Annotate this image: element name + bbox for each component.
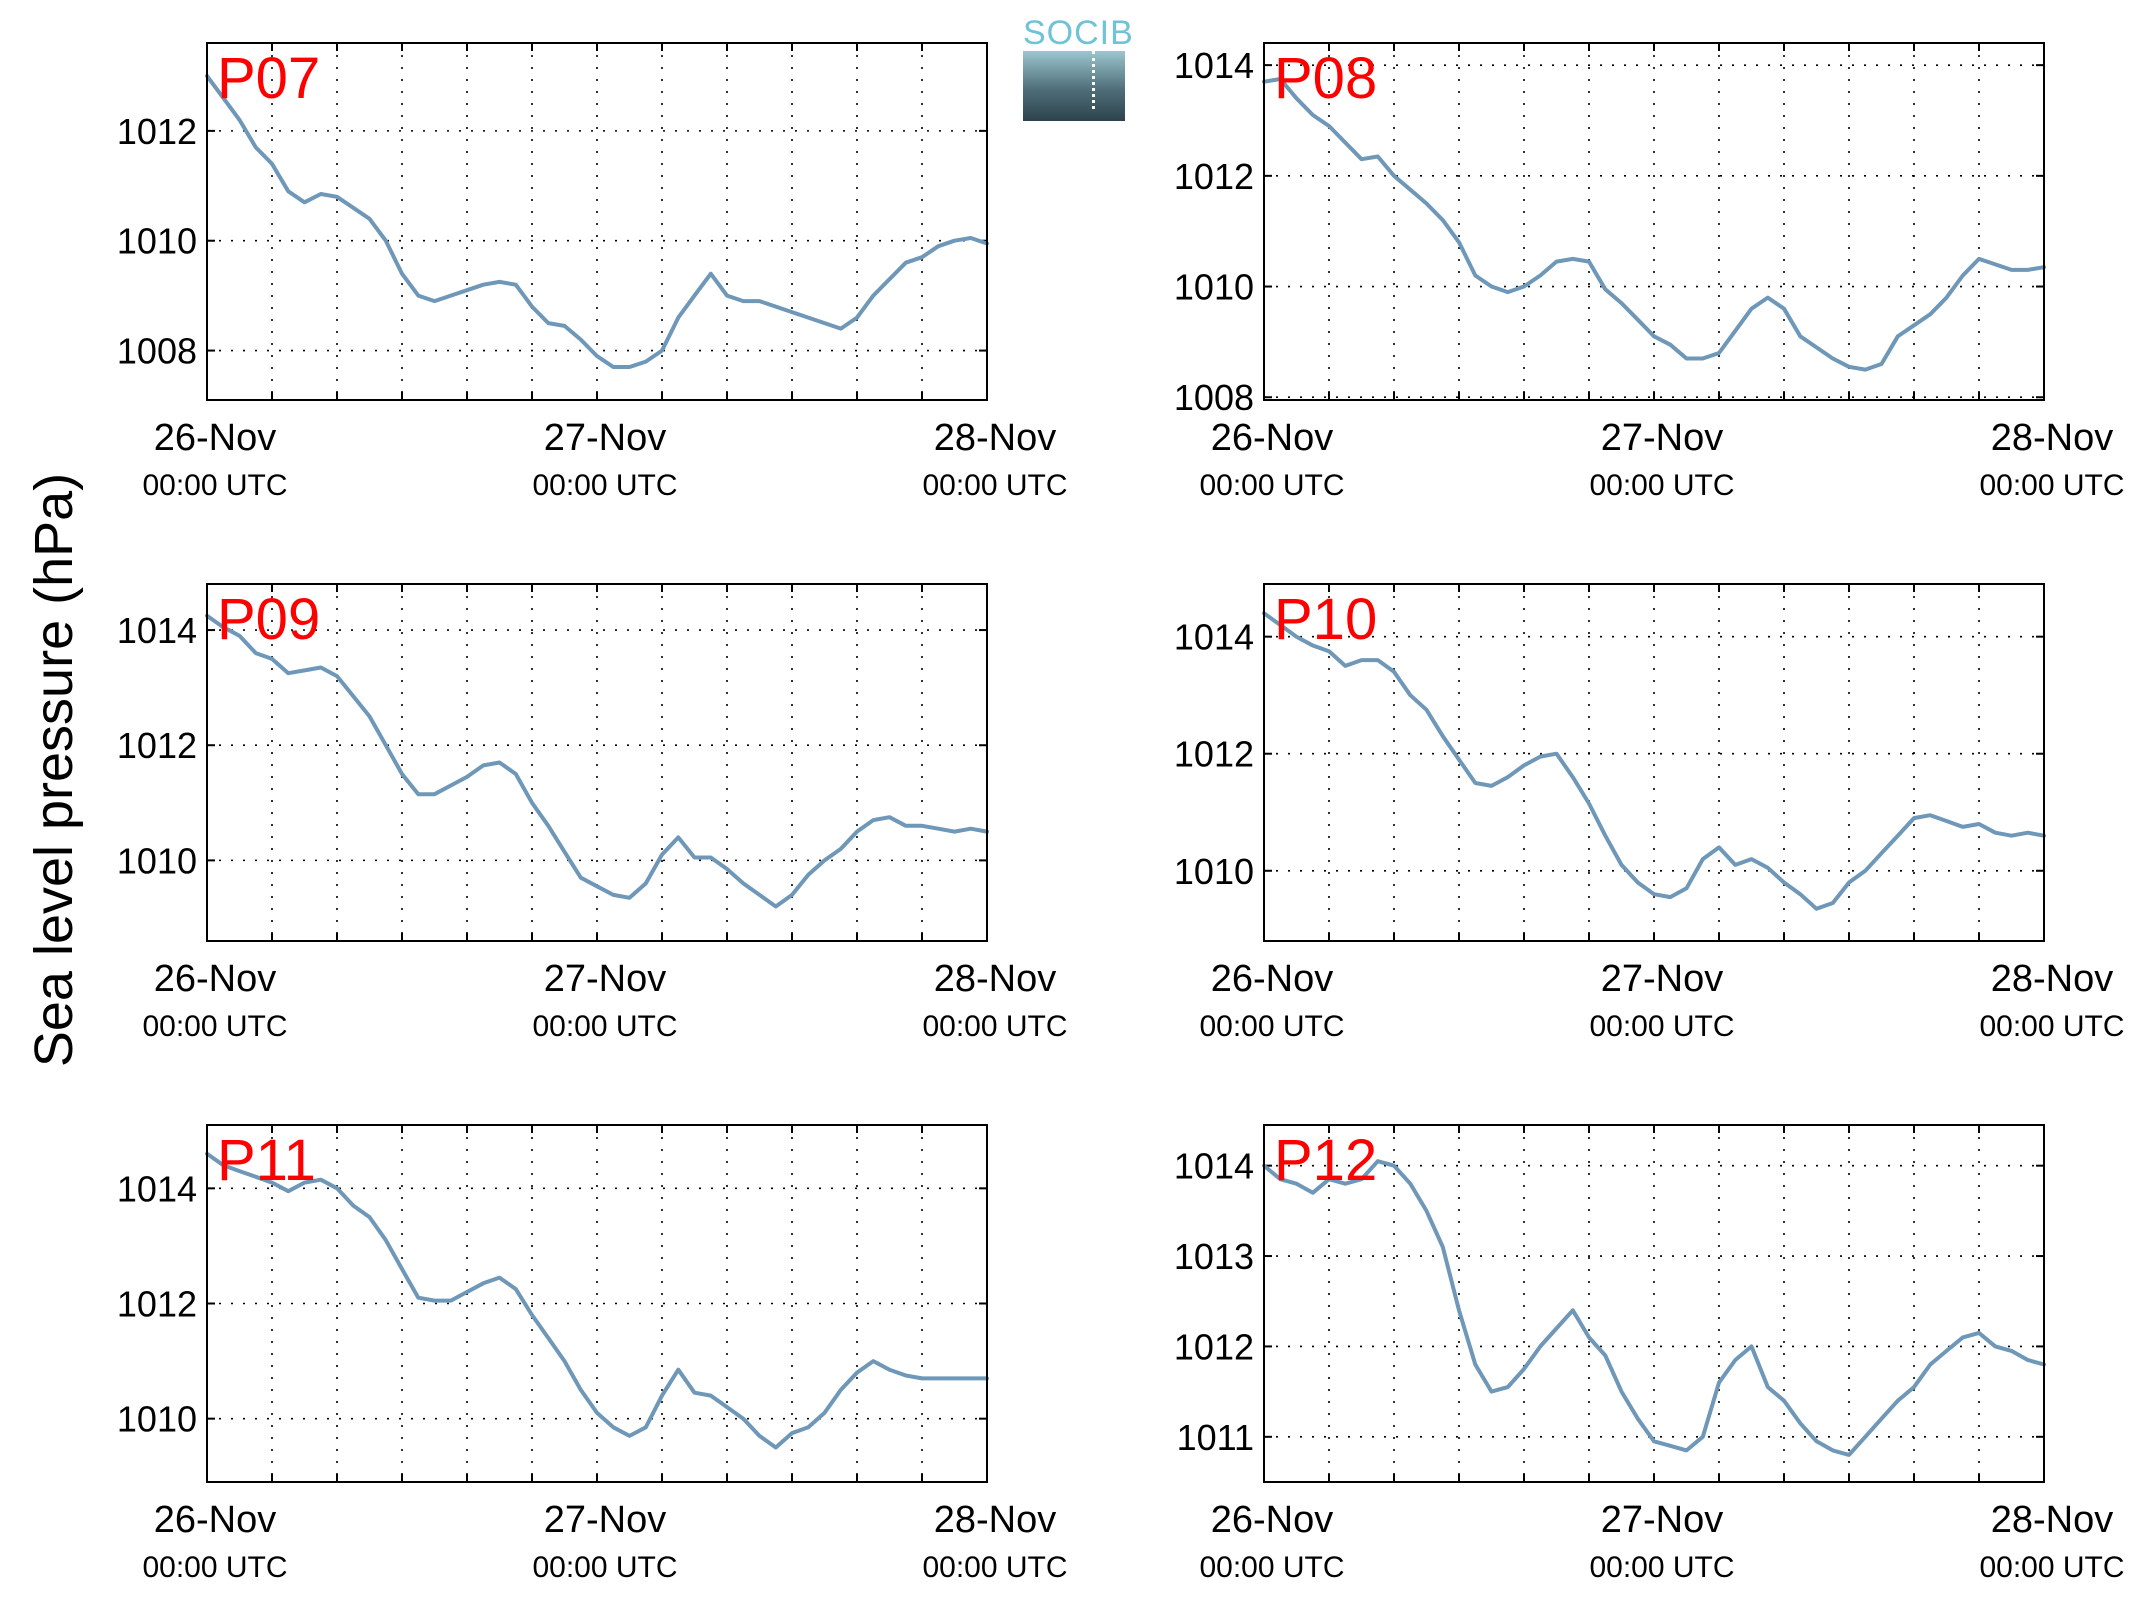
x-tick-label: 27-Nov [1601, 417, 1724, 459]
y-tick-label: 1008 [1174, 377, 1254, 418]
x-tick-sublabel: 00:00 UTC [922, 1551, 1067, 1584]
x-tick-sublabel: 00:00 UTC [532, 469, 677, 502]
station-label: P07 [217, 46, 320, 111]
x-tick-sublabel: 00:00 UTC [532, 1551, 677, 1584]
y-axis-label: Sea level pressure (hPa) [24, 473, 84, 1067]
x-tick-sublabel: 00:00 UTC [1979, 1010, 2124, 1043]
x-tick-label: 26-Nov [1211, 958, 1334, 1000]
x-tick-sublabel: 00:00 UTC [1199, 469, 1344, 502]
panel-p11: 1010 1012 1014 26-Nov 00:00 UTC 27-Nov 00:00 U… [117, 1124, 1068, 1584]
axes-frame [206, 583, 988, 942]
x-tick-label: 28-Nov [1991, 417, 2114, 459]
x-tick-sublabel: 00:00 UTC [532, 1010, 677, 1043]
panel-p09: 1010 1012 1014 26-Nov 00:00 UTC 27-Nov 00:00 U… [117, 583, 1068, 1043]
y-tick-label: 1010 [1174, 267, 1254, 308]
axes-frame [1263, 42, 2045, 401]
panel-p07: 1008 1010 1012 26-Nov 00:00 UTC 27-Nov 00:00 U… [117, 42, 1068, 502]
socib-logo-icon [1023, 51, 1125, 121]
y-tick-label: 1011 [1177, 1417, 1254, 1458]
station-label: P10 [1274, 587, 1377, 652]
socib-logo: SOCIB [1023, 14, 1134, 121]
y-tick-label: 1012 [117, 725, 197, 766]
y-tick-label: 1012 [1174, 1326, 1254, 1367]
x-tick-label: 27-Nov [544, 417, 667, 459]
axes-frame [206, 1124, 988, 1483]
x-tick-sublabel: 00:00 UTC [142, 1010, 287, 1043]
x-tick-sublabel: 00:00 UTC [1199, 1010, 1344, 1043]
axes-frame [206, 42, 988, 401]
series-line-p07 [205, 74, 989, 369]
x-tick-label: 26-Nov [154, 1499, 277, 1541]
x-tick-sublabel: 00:00 UTC [1199, 1551, 1344, 1584]
y-tick-label: 1010 [1174, 851, 1254, 892]
y-tick-label: 1014 [1174, 1146, 1254, 1187]
axes-frame [1263, 1124, 2045, 1483]
x-tick-sublabel: 00:00 UTC [922, 469, 1067, 502]
series-line-p09 [205, 613, 989, 909]
y-tick-label: 1014 [1174, 45, 1254, 86]
x-tick-label: 28-Nov [1991, 958, 2114, 1000]
y-tick-label: 1013 [1174, 1236, 1254, 1277]
x-tick-label: 28-Nov [1991, 1499, 2114, 1541]
x-tick-label: 26-Nov [154, 417, 277, 459]
y-tick-label: 1012 [1174, 156, 1254, 197]
y-tick-label: 1012 [117, 111, 197, 152]
y-tick-label: 1014 [117, 610, 197, 651]
series-line-p12 [1262, 1159, 2046, 1457]
x-tick-sublabel: 00:00 UTC [922, 1010, 1067, 1043]
station-label: P11 [217, 1128, 316, 1193]
series-line-p08 [1262, 77, 2046, 372]
station-label: P08 [1274, 46, 1377, 111]
x-tick-sublabel: 00:00 UTC [142, 469, 287, 502]
y-tick-label: 1010 [117, 840, 197, 881]
logo-text: SOCIB [1023, 14, 1134, 52]
station-label: P09 [217, 587, 320, 652]
x-tick-label: 27-Nov [544, 958, 667, 1000]
y-tick-label: 1014 [117, 1168, 197, 1209]
x-tick-label: 28-Nov [934, 1499, 1057, 1541]
x-tick-sublabel: 00:00 UTC [1589, 1551, 1734, 1584]
x-tick-sublabel: 00:00 UTC [1979, 469, 2124, 502]
panel-p08: 1008 1010 1012 1014 26-Nov 00:00 UTC 27-Nov 00:… [1174, 42, 2125, 502]
y-tick-label: 1014 [1174, 617, 1254, 658]
axes-frame [1263, 583, 2045, 942]
y-tick-label: 1010 [117, 1399, 197, 1440]
x-tick-label: 28-Nov [934, 417, 1057, 459]
x-tick-label: 27-Nov [1601, 958, 1724, 1000]
x-tick-sublabel: 00:00 UTC [1979, 1551, 2124, 1584]
y-tick-label: 1008 [117, 331, 197, 372]
x-tick-sublabel: 00:00 UTC [142, 1551, 287, 1584]
x-tick-label: 27-Nov [1601, 1499, 1724, 1541]
x-tick-label: 28-Nov [934, 958, 1057, 1000]
x-tick-label: 27-Nov [544, 1499, 667, 1541]
y-tick-label: 1012 [1174, 734, 1254, 775]
station-label: P12 [1274, 1128, 1377, 1193]
logo-dots-decoration [1092, 51, 1095, 109]
x-tick-sublabel: 00:00 UTC [1589, 469, 1734, 502]
series-line-p10 [1262, 611, 2046, 911]
panel-p12: 1011 1012 1013 1014 26-Nov 00:00 UTC 27-Nov 00:… [1174, 1124, 2125, 1584]
y-tick-label: 1010 [117, 221, 197, 262]
y-tick-label: 1012 [117, 1284, 197, 1325]
x-tick-sublabel: 00:00 UTC [1589, 1010, 1734, 1043]
panel-p10: 1010 1012 1014 26-Nov 00:00 UTC 27-Nov 00:00 U… [1174, 583, 2125, 1043]
x-tick-label: 26-Nov [154, 958, 277, 1000]
series-line-p11 [205, 1151, 989, 1450]
x-tick-label: 26-Nov [1211, 1499, 1334, 1541]
x-tick-label: 26-Nov [1211, 417, 1334, 459]
